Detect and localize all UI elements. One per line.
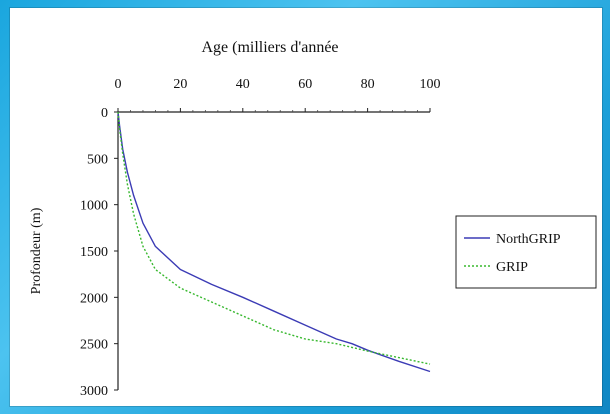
y-tick-label: 3000 (80, 384, 108, 399)
y-tick-label: 2000 (80, 291, 108, 306)
series-line-northgrip (117, 111, 431, 373)
line-chart: Age (milliers d'année Profondeur (m) 0 20… (29, 39, 597, 399)
y-tick-label: 500 (87, 152, 108, 167)
y-tick-label: 2500 (80, 338, 108, 353)
x-tick-label: 60 (298, 77, 312, 92)
y-axis-label: Profondeur (m) (29, 207, 44, 294)
legend-box (455, 215, 597, 289)
legend-label-grip: GRIP (496, 260, 528, 275)
y-tick-label: 1000 (80, 199, 108, 214)
y-tick-label: 1500 (80, 245, 108, 260)
series-line-grip (117, 111, 431, 365)
x-tick-label: 40 (236, 77, 250, 92)
y-tick-label: 0 (101, 106, 108, 121)
chart-title: Age (milliers d'année (201, 39, 338, 56)
series-lines (117, 111, 431, 373)
x-tick-label: 0 (115, 77, 122, 92)
x-tick-label: 100 (420, 77, 441, 92)
chart-panel: Age (milliers d'année Profondeur (m) 0 20… (10, 8, 602, 406)
legend: NorthGRIP GRIP (455, 215, 597, 289)
legend-label-northgrip: NorthGRIP (496, 232, 561, 247)
x-tick-label: 20 (173, 77, 187, 92)
x-tick-label: 80 (361, 77, 375, 92)
